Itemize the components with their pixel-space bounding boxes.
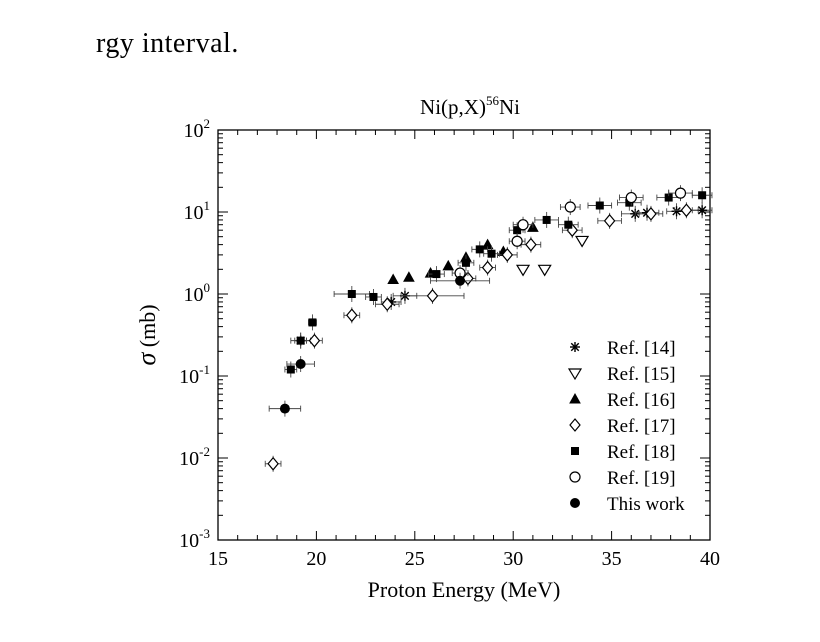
data-point: [537, 264, 552, 277]
data-point: [426, 288, 439, 303]
legend-label: Ref. [19]: [607, 468, 676, 489]
legend-marker: [570, 498, 580, 508]
data-point: [564, 201, 576, 213]
data-point: [308, 318, 317, 327]
x-tick-label: 15: [208, 548, 228, 570]
y-axis-label: σ (mb): [132, 304, 161, 365]
data-point: [575, 235, 590, 248]
legend-label: Ref. [15]: [607, 364, 676, 385]
data-point: [603, 213, 616, 228]
data-point: [564, 220, 573, 229]
x-axis-label: Proton Energy (MeV): [368, 577, 561, 602]
data-point: [295, 359, 306, 370]
plot-frame: [217, 129, 711, 541]
x-tick-label: 25: [405, 548, 425, 570]
data-point: [267, 456, 279, 471]
data-point: [308, 333, 321, 348]
data-point: [542, 215, 551, 224]
data-point: [674, 187, 687, 199]
legend-marker: [569, 418, 581, 432]
data-point: [595, 201, 604, 210]
data-point: [475, 245, 484, 254]
data-point: [517, 219, 529, 231]
series-7: [268, 272, 491, 417]
data-point: [381, 297, 394, 312]
legend-item: Ref. [17]: [569, 416, 676, 437]
legend-item: Ref. [15]: [567, 364, 676, 385]
data-point: [387, 273, 400, 285]
legend-item: Ref. [14]: [570, 338, 676, 359]
data-point: [525, 237, 537, 252]
legend-marker: [570, 342, 580, 352]
data-point: [369, 292, 378, 301]
data-point: [279, 403, 290, 414]
data-point: [501, 247, 514, 262]
data-point: [680, 203, 693, 218]
data-point: [513, 226, 522, 235]
legend-label: Ref. [14]: [607, 338, 676, 359]
data-point: [487, 249, 496, 258]
legend-label: Ref. [18]: [607, 442, 676, 463]
legend-item: Ref. [18]: [571, 442, 676, 463]
x-tick-label: 40: [700, 548, 720, 570]
y-tick-label: 101: [184, 198, 211, 224]
legend-label: This work: [607, 494, 685, 515]
data-point: [462, 271, 474, 286]
data-point: [481, 260, 494, 275]
y-tick-label: 10-2: [179, 444, 210, 470]
data-point: [511, 235, 523, 247]
legend-item: Ref. [16]: [569, 390, 676, 411]
legend-item: Ref. [19]: [569, 468, 676, 489]
data-point: [346, 308, 358, 323]
data-point: [403, 271, 415, 282]
y-tick-label: 10-1: [179, 362, 210, 388]
y-tick-label: 102: [184, 116, 211, 142]
legend-marker: [569, 392, 581, 404]
data-point: [664, 193, 673, 202]
data-point: [671, 206, 682, 217]
chart-title: Ni(p,X)56Ni: [420, 93, 520, 119]
top-text-fragment: rgy interval.: [96, 28, 239, 59]
legend-marker: [567, 368, 583, 381]
legend-label: Ref. [17]: [607, 416, 676, 437]
data-point: [461, 258, 470, 267]
y-tick-label: 100: [184, 280, 211, 306]
x-tick-label: 20: [306, 548, 326, 570]
x-tick-label: 35: [602, 548, 622, 570]
data-point: [347, 290, 356, 298]
data-point: [455, 275, 466, 286]
data-point: [442, 259, 455, 271]
data-point: [698, 191, 707, 200]
x-tick-label: 30: [503, 548, 523, 570]
data-point: [697, 205, 708, 216]
series-1: [290, 202, 713, 349]
legend-item: This work: [570, 494, 685, 515]
data-point: [625, 191, 637, 204]
legend-marker: [569, 471, 581, 483]
legend-marker: [571, 447, 579, 455]
data-point: [286, 365, 295, 374]
y-tick-label: 10-3: [179, 526, 210, 552]
data-point: [296, 336, 305, 345]
series-2: [515, 235, 590, 277]
data-point: [515, 264, 531, 277]
data-point: [432, 270, 441, 279]
data-point: [645, 206, 657, 221]
legend-label: Ref. [16]: [607, 390, 676, 411]
